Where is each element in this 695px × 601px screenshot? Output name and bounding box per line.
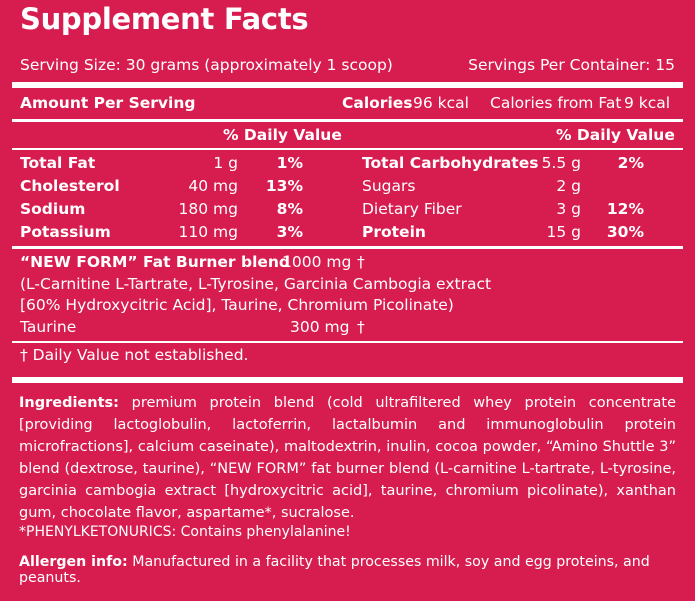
- nutrient-dv: 3%: [276, 223, 303, 241]
- calories-from-fat-label: Calories from Fat: [490, 94, 622, 112]
- nutrient-dv: 13%: [265, 177, 303, 195]
- allergen-info: Allergen info: Manufactured in a facilit…: [19, 554, 695, 586]
- nutrient-amount: 1 g: [213, 154, 238, 172]
- phenylketonurics-note: *PHENYLKETONURICS: Contains phenylalanin…: [19, 524, 351, 540]
- daily-value-header-left: % Daily Value: [223, 126, 342, 144]
- calories-value: 96 kcal: [413, 94, 469, 112]
- servings-per-container: Servings Per Container: 15: [468, 56, 675, 74]
- nutrient-name: Potassium: [20, 223, 111, 241]
- nutrient-name: Total Fat: [20, 154, 96, 172]
- nutrient-amount: 110 mg: [178, 223, 238, 241]
- taurine-dagger: †: [357, 318, 365, 336]
- page-title: Supplement Facts: [20, 2, 309, 36]
- nutrient-amount: 3 g: [556, 200, 581, 218]
- nutrient-amount: 15 g: [546, 223, 582, 241]
- divider-thin-1: [12, 148, 683, 150]
- serving-size: Serving Size: 30 grams (approximately 1 …: [20, 56, 393, 74]
- divider-mid: [12, 119, 683, 122]
- nutrient-name: Total Carbohydrates: [362, 154, 539, 172]
- taurine-amount: 300 mg: [290, 318, 350, 336]
- nutrient-dv: 2%: [617, 154, 644, 172]
- nutrient-dv: 1%: [276, 154, 303, 172]
- nutrient-amount: 180 mg: [178, 200, 238, 218]
- blend-line-1: (L-Carnitine L-Tartrate, L-Tyrosine, Gar…: [20, 275, 492, 293]
- nutrient-amount: 5.5 g: [541, 154, 581, 172]
- divider-thin-2: [12, 341, 683, 343]
- nutrient-name: Cholesterol: [20, 177, 120, 195]
- amount-per-serving-label: Amount Per Serving: [20, 94, 196, 112]
- nutrient-name: Dietary Fiber: [362, 200, 462, 218]
- ingredients-text: premium protein blend (cold ultrafiltere…: [19, 395, 676, 521]
- nutrient-dv: 12%: [606, 200, 644, 218]
- nutrient-dv: 8%: [276, 200, 303, 218]
- nutrient-name: Sodium: [20, 200, 86, 218]
- nutrient-amount: 40 mg: [188, 177, 238, 195]
- allergen-label: Allergen info:: [19, 554, 128, 570]
- daily-value-footnote: † Daily Value not established.: [20, 346, 249, 364]
- taurine-name: Taurine: [20, 318, 77, 336]
- nutrient-name: Sugars: [362, 177, 416, 195]
- divider-thick-bottom: [12, 377, 683, 383]
- blend-amount: 1000 mg: [282, 253, 352, 271]
- allergen-text: Manufactured in a facility that processe…: [19, 554, 650, 586]
- calories-from-fat-value: 9 kcal: [624, 94, 671, 112]
- daily-value-header-right: % Daily Value: [556, 126, 675, 144]
- nutrient-amount: 2 g: [556, 177, 581, 195]
- blend-line-2: [60% Hydroxycitric Acid], Taurine, Chrom…: [20, 296, 454, 314]
- blend-dagger: †: [357, 253, 365, 271]
- ingredients-label: Ingredients:: [19, 395, 119, 411]
- blend-name: “NEW FORM” Fat Burner blend: [20, 253, 291, 271]
- nutrient-dv: 30%: [606, 223, 644, 241]
- ingredients-block: Ingredients: premium protein blend (cold…: [19, 392, 676, 524]
- calories-label: Calories: [342, 94, 413, 112]
- divider-thick-top: [12, 82, 683, 88]
- divider-mid-2: [12, 246, 683, 249]
- nutrient-name: Protein: [362, 223, 426, 241]
